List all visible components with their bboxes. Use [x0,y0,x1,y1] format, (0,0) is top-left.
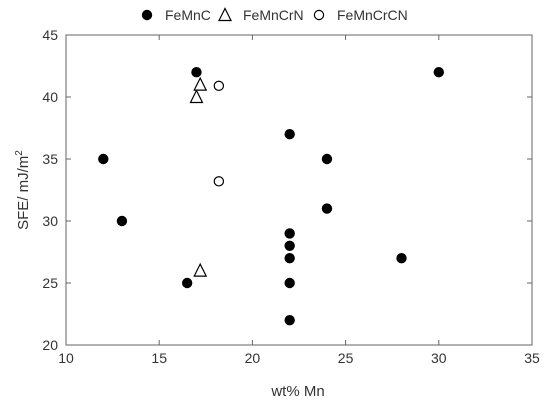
plot-frame [65,34,533,346]
x-tick-label: 10 [58,350,74,366]
x-tick-label: 20 [245,350,261,366]
data-point [193,262,208,277]
legend-marker [141,9,153,21]
legend-label: FeMnCrCN [337,7,408,23]
series-femncrcn [213,80,225,187]
data-point [396,253,407,264]
data-point [284,253,295,264]
plot-area [65,34,533,346]
x-axis-label: wt% Mn [270,383,324,400]
data-point [284,277,295,289]
data-point [189,89,204,104]
data-point [284,228,295,239]
data-point [181,277,193,289]
x-tick-label: 35 [524,350,540,366]
y-axis-label: SFE/ mJ/m2 [14,150,32,230]
y-axis-label-superscript: 2 [14,150,25,156]
y-tick-label: 45 [42,27,58,43]
data-point [193,76,208,91]
legend-marker [218,7,232,22]
legend-item: FeMnCrN [218,7,304,23]
series-femnc [98,67,444,326]
data-point [191,67,202,78]
y-tick-label: 35 [42,151,58,167]
data-point [284,240,295,251]
y-axis-label-main: SFE/ mJ/m [15,156,32,230]
legend-item: FeMnCrCN [313,7,408,23]
data-point [98,153,109,165]
series-femncrn [189,76,208,277]
legend-item: FeMnC [141,7,211,23]
data-point [321,203,333,214]
x-tick-label: 15 [151,350,167,366]
x-tick-label: 30 [431,350,447,366]
legend-label: FeMnC [165,7,211,23]
legend-marker [313,9,325,21]
x-tick-label: 25 [338,350,354,366]
data-point [213,176,225,187]
data-point [284,129,295,140]
y-tick-label: 20 [42,337,58,353]
data-points [98,67,444,326]
legend: FeMnC FeMnCrN FeMnCrCN [141,7,408,23]
data-point [116,215,128,227]
y-tick-label: 40 [42,89,58,105]
y-tick-label: 30 [42,213,58,229]
data-point [213,80,225,92]
y-tick-label: 25 [42,275,58,291]
axis-ticks: 10 15 20 25 30 35 20 25 30 35 40 45 [42,27,540,366]
legend-label: FeMnCrN [243,7,304,23]
data-point [321,153,333,165]
data-point [433,67,444,78]
data-point [284,315,295,326]
